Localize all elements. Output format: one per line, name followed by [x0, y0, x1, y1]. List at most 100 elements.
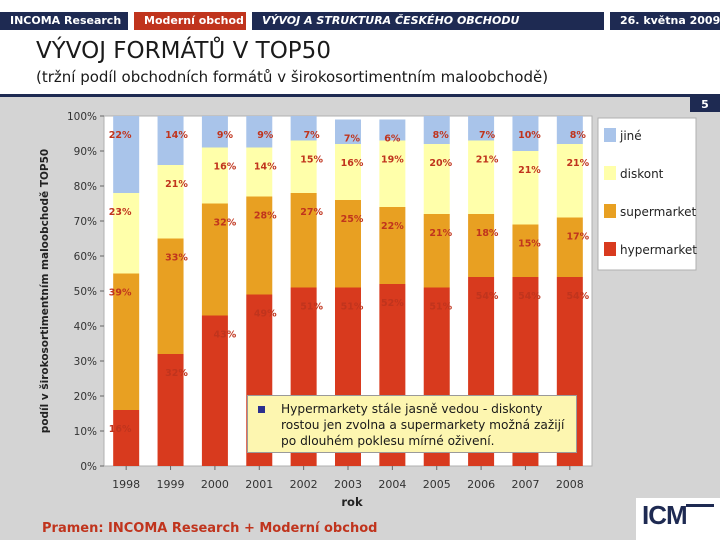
bar-diskont-2001 [246, 147, 273, 197]
bar-supermarket-2002 [290, 193, 317, 288]
bar-supermarket-2001 [246, 196, 273, 295]
note-text: Hypermarkety stále jasně vedou - diskont… [281, 402, 565, 448]
x-tick-label: 2007 [511, 478, 539, 491]
data-label-supermarket-2002: 27% [300, 207, 323, 218]
source-caption: Pramen: INCOMA Research + Moderní obchod [42, 521, 378, 536]
bar-hypermarket-2000 [201, 315, 228, 466]
x-tick-label: 2002 [290, 478, 318, 491]
bar-diskont-2007 [512, 151, 539, 225]
bar-jine-2004 [379, 119, 406, 141]
x-tick-label: 2005 [423, 478, 451, 491]
slide-title: VÝVOJ FORMÁTŮ V TOP50 [36, 38, 331, 64]
bar-supermarket-2003 [335, 200, 361, 288]
x-tick-label: 2001 [245, 478, 273, 491]
bar-jine-2001 [246, 116, 273, 148]
bar-jine-2006 [468, 116, 495, 141]
x-tick-label: 1998 [112, 478, 140, 491]
data-label-supermarket-2003: 25% [341, 214, 364, 225]
legend-swatch-jine [604, 128, 616, 142]
data-label-diskont-2002: 15% [300, 155, 323, 166]
header-tab-date: 26. května 2009 [610, 12, 720, 30]
data-label-jine-2001: 9% [257, 130, 274, 141]
data-label-diskont-2005: 20% [429, 158, 452, 169]
bar-jine-2008 [556, 116, 583, 144]
logo-text: ICM [642, 500, 688, 530]
bar-jine-1998 [113, 116, 140, 193]
data-label-hypermarket-2002: 51% [300, 302, 323, 313]
y-tick-label: 0% [80, 461, 97, 473]
data-label-jine-1998: 22% [109, 130, 132, 141]
data-label-supermarket-2008: 17% [566, 232, 589, 243]
data-label-hypermarket-1999: 32% [165, 368, 188, 379]
data-label-diskont-2001: 14% [254, 162, 277, 173]
bar-jine-2007 [512, 116, 539, 151]
legend-label-hypermarket: hypermarket [620, 243, 697, 257]
y-tick-label: 20% [74, 391, 97, 403]
bar-supermarket-2007 [512, 224, 539, 277]
data-label-supermarket-2000: 32% [214, 218, 237, 229]
y-tick-label: 80% [74, 181, 97, 193]
y-axis-label: podíl v širokosortimentním maloobchodě T… [39, 149, 51, 433]
header-tab-moderni-obchod: Moderní obchod [134, 12, 246, 30]
bar-hypermarket-1998 [113, 410, 140, 466]
data-label-hypermarket-2003: 51% [341, 302, 364, 313]
bar-supermarket-1998 [113, 273, 140, 410]
bar-supermarket-2005 [423, 214, 450, 288]
data-label-jine-2007: 10% [518, 130, 541, 141]
bar-diskont-2002 [290, 140, 317, 193]
data-label-supermarket-2006: 18% [476, 228, 499, 239]
data-label-jine-2002: 7% [304, 130, 321, 141]
data-label-diskont-2006: 21% [476, 155, 499, 166]
y-tick-label: 100% [67, 111, 97, 123]
data-label-diskont-1998: 23% [109, 207, 132, 218]
bar-diskont-1999 [157, 165, 184, 239]
y-tick-label: 90% [74, 146, 97, 158]
data-label-hypermarket-2005: 51% [429, 302, 452, 313]
data-label-jine-1999: 14% [165, 130, 188, 141]
data-label-diskont-2004: 19% [381, 155, 404, 166]
y-tick-label: 60% [74, 251, 97, 263]
bar-diskont-2006 [468, 140, 495, 214]
bar-jine-2003 [335, 119, 361, 144]
y-tick-label: 40% [74, 321, 97, 333]
data-label-diskont-2008: 21% [566, 158, 589, 169]
note-bullet-icon [258, 406, 265, 413]
bar-jine-2000 [201, 116, 228, 148]
data-label-supermarket-2007: 15% [518, 239, 541, 250]
bar-diskont-2000 [201, 147, 228, 204]
legend-swatch-diskont [604, 166, 616, 180]
header-tab-incoma: INCOMA Research [0, 12, 128, 30]
bar-diskont-2004 [379, 140, 406, 207]
data-label-diskont-2000: 16% [214, 162, 237, 173]
x-tick-label: 2006 [467, 478, 495, 491]
data-label-jine-2008: 8% [570, 130, 587, 141]
data-label-hypermarket-2004: 52% [381, 298, 404, 309]
data-label-diskont-2007: 21% [518, 165, 541, 176]
data-label-hypermarket-2007: 54% [518, 291, 541, 302]
bar-supermarket-2008 [556, 217, 583, 277]
data-label-supermarket-1999: 33% [165, 253, 188, 264]
bar-hypermarket-1999 [157, 354, 184, 466]
data-label-jine-2006: 7% [479, 130, 496, 141]
data-label-jine-2004: 6% [384, 134, 401, 145]
x-axis-label: rok [341, 495, 363, 509]
legend-swatch-supermarket [604, 204, 616, 218]
bar-supermarket-2006 [468, 214, 495, 277]
bar-supermarket-1999 [157, 238, 184, 354]
x-tick-label: 2008 [556, 478, 584, 491]
data-label-hypermarket-2000: 43% [214, 330, 237, 341]
y-tick-label: 70% [74, 216, 97, 228]
y-tick-label: 10% [74, 426, 97, 438]
bar-diskont-2005 [423, 144, 450, 214]
slide-subtitle: (tržní podíl obchodních formátů v široko… [36, 68, 549, 86]
data-label-hypermarket-1998: 16% [109, 424, 132, 435]
bar-diskont-2003 [335, 144, 361, 200]
header-bar: INCOMA Research Moderní obchod VÝVOJ A S… [0, 0, 720, 30]
bar-supermarket-2004 [379, 207, 406, 284]
y-tick-label: 50% [74, 286, 97, 298]
data-label-hypermarket-2008: 54% [566, 291, 589, 302]
x-tick-label: 2000 [201, 478, 229, 491]
bar-diskont-1998 [113, 193, 140, 274]
logo-stripe [686, 504, 714, 507]
y-tick-label: 30% [74, 356, 97, 368]
